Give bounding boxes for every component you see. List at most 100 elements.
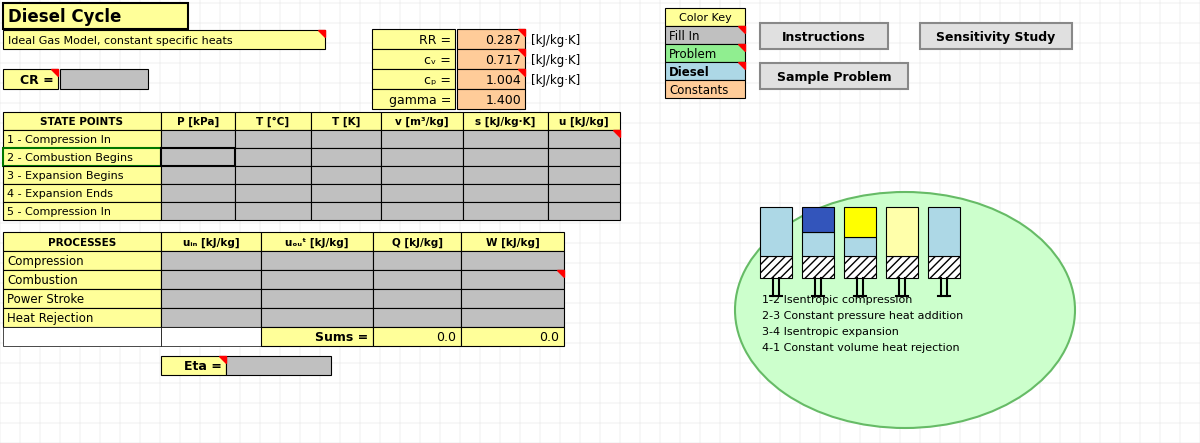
- Bar: [2, 184, 161, 202]
- Bar: [802, 256, 834, 278]
- Text: W [kJ/kg]: W [kJ/kg]: [486, 237, 539, 248]
- Text: Fill In: Fill In: [670, 30, 700, 43]
- Text: 1 - Compression In: 1 - Compression In: [7, 135, 112, 145]
- Bar: [372, 89, 455, 109]
- Text: Sensitivity Study: Sensitivity Study: [936, 31, 1056, 43]
- Bar: [802, 207, 834, 232]
- Polygon shape: [50, 69, 58, 76]
- Bar: [463, 148, 548, 166]
- Text: uᵢₙ [kJ/kg]: uᵢₙ [kJ/kg]: [182, 237, 239, 248]
- Text: 3-4 Isentropic expansion: 3-4 Isentropic expansion: [762, 327, 899, 337]
- Bar: [461, 289, 564, 308]
- Text: Ideal Gas Model, constant specific heats: Ideal Gas Model, constant specific heats: [8, 35, 233, 46]
- Bar: [2, 308, 161, 327]
- Polygon shape: [738, 26, 745, 33]
- Text: Color Key: Color Key: [679, 13, 731, 23]
- Bar: [235, 184, 311, 202]
- Text: u [kJ/kg]: u [kJ/kg]: [559, 117, 608, 127]
- Bar: [928, 256, 960, 278]
- Bar: [665, 8, 745, 26]
- Text: RR =: RR =: [419, 34, 451, 47]
- Text: 1.004: 1.004: [485, 74, 521, 86]
- Polygon shape: [518, 69, 526, 76]
- Bar: [161, 232, 262, 251]
- Bar: [457, 49, 526, 69]
- Text: 3 - Expansion Begins: 3 - Expansion Begins: [7, 171, 124, 181]
- Bar: [373, 251, 461, 270]
- Bar: [760, 23, 888, 49]
- Bar: [457, 29, 526, 49]
- Bar: [161, 202, 235, 220]
- Polygon shape: [318, 30, 325, 37]
- Text: Combustion: Combustion: [7, 274, 78, 287]
- Bar: [262, 289, 373, 308]
- Bar: [262, 232, 373, 251]
- Text: [kJ/kg·K]: [kJ/kg·K]: [530, 74, 581, 86]
- Bar: [373, 327, 461, 346]
- Bar: [2, 327, 161, 346]
- Bar: [235, 148, 311, 166]
- Bar: [2, 148, 161, 166]
- Bar: [161, 251, 262, 270]
- Bar: [382, 184, 463, 202]
- Bar: [886, 207, 918, 256]
- Bar: [548, 112, 620, 130]
- Polygon shape: [518, 29, 526, 36]
- Text: 0.717: 0.717: [485, 54, 521, 66]
- Bar: [886, 256, 918, 278]
- Bar: [161, 289, 262, 308]
- Bar: [2, 251, 161, 270]
- Bar: [311, 112, 382, 130]
- Bar: [235, 202, 311, 220]
- Text: v [m³/kg]: v [m³/kg]: [395, 117, 449, 127]
- Bar: [928, 207, 960, 256]
- Text: uₒᵤᵗ [kJ/kg]: uₒᵤᵗ [kJ/kg]: [286, 237, 349, 248]
- Text: Power Stroke: Power Stroke: [7, 293, 84, 306]
- Bar: [760, 256, 792, 278]
- Bar: [2, 232, 161, 251]
- Bar: [262, 327, 373, 346]
- Polygon shape: [220, 356, 226, 363]
- Text: Diesel Cycle: Diesel Cycle: [8, 8, 121, 26]
- Text: STATE POINTS: STATE POINTS: [41, 117, 124, 127]
- Bar: [461, 251, 564, 270]
- Bar: [548, 184, 620, 202]
- Bar: [311, 148, 382, 166]
- Bar: [161, 270, 262, 289]
- Bar: [373, 232, 461, 251]
- Bar: [548, 148, 620, 166]
- Polygon shape: [738, 62, 745, 69]
- Bar: [382, 148, 463, 166]
- Bar: [161, 308, 262, 327]
- Bar: [382, 112, 463, 130]
- Text: Constants: Constants: [670, 83, 728, 97]
- Bar: [844, 207, 876, 237]
- Text: gamma =: gamma =: [389, 93, 451, 106]
- Text: 0.287: 0.287: [485, 34, 521, 47]
- Bar: [311, 184, 382, 202]
- Bar: [463, 130, 548, 148]
- Text: Compression: Compression: [7, 255, 84, 268]
- Text: [kJ/kg·K]: [kJ/kg·K]: [530, 34, 581, 47]
- Bar: [2, 30, 325, 49]
- Bar: [665, 26, 745, 44]
- Bar: [382, 202, 463, 220]
- Bar: [461, 232, 564, 251]
- Polygon shape: [613, 130, 620, 137]
- Bar: [2, 3, 188, 29]
- Bar: [262, 270, 373, 289]
- Bar: [262, 251, 373, 270]
- Bar: [760, 207, 792, 256]
- Text: P [kPa]: P [kPa]: [176, 117, 220, 127]
- Text: cᵥ =: cᵥ =: [424, 54, 451, 66]
- Text: Sums =: Sums =: [314, 331, 368, 344]
- Text: s [kJ/kg·K]: s [kJ/kg·K]: [475, 117, 535, 127]
- Bar: [2, 289, 161, 308]
- Bar: [235, 166, 311, 184]
- Bar: [844, 237, 876, 256]
- Bar: [161, 184, 235, 202]
- Bar: [461, 308, 564, 327]
- Bar: [235, 130, 311, 148]
- Text: Heat Rejection: Heat Rejection: [7, 312, 94, 325]
- Text: Instructions: Instructions: [782, 31, 866, 43]
